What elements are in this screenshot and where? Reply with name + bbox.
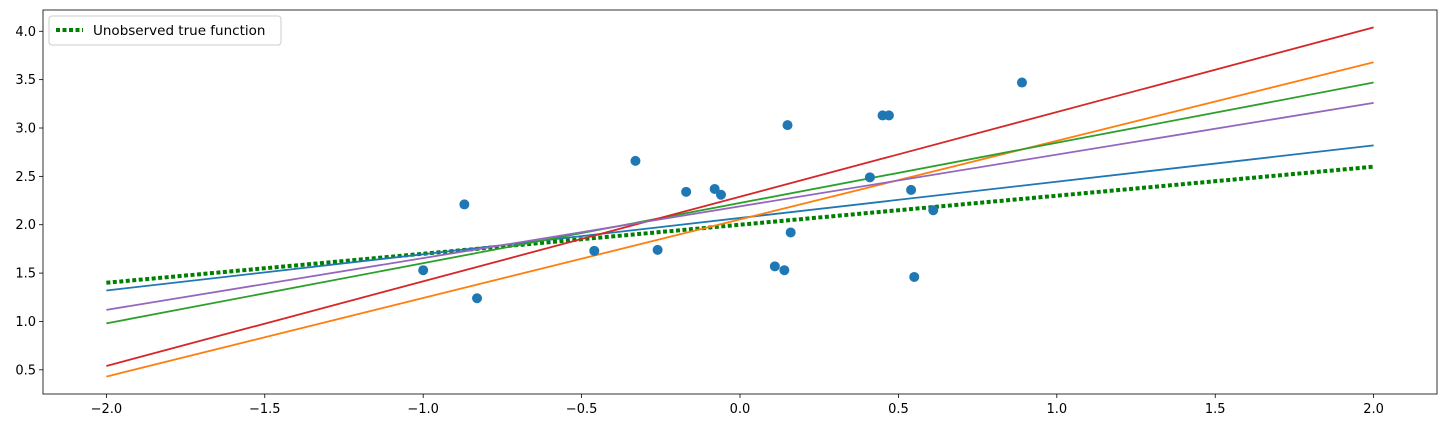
x-tick-label: 2.0: [1363, 402, 1384, 417]
points-layer: [418, 77, 1027, 304]
scatter-point: [769, 261, 780, 272]
scatter-point: [785, 227, 796, 238]
y-tick-label: 3.5: [15, 73, 36, 88]
fitted-line-1: [106, 144, 1374, 292]
scatter-point: [630, 155, 641, 166]
scatter-point: [906, 184, 917, 195]
x-tick-label: 0.5: [888, 402, 909, 417]
scatter-point: [715, 189, 726, 200]
scatter-point: [709, 183, 720, 194]
y-tick-label: 1.5: [15, 267, 36, 282]
x-tick-label: 1.0: [1046, 402, 1067, 417]
scatter-point: [472, 293, 483, 304]
x-tick-label: −1.5: [249, 402, 281, 417]
y-tick-label: 2.5: [15, 170, 36, 185]
fitted-line-5: [106, 101, 1374, 311]
scatter-point: [782, 120, 793, 131]
scatter-point: [928, 205, 939, 216]
y-tick-label: 2.0: [15, 218, 36, 233]
fitted-line-4: [106, 26, 1374, 367]
legend-box: [48, 15, 282, 46]
true-function-line: [106, 164, 1374, 285]
scatter-point: [681, 186, 692, 197]
scatter-point: [909, 271, 920, 282]
y-tick-label: 0.5: [15, 363, 36, 378]
x-tick-label: −2.0: [91, 402, 123, 417]
scatter-point: [779, 265, 790, 276]
legend-label-true-function: Unobserved true function: [93, 23, 265, 39]
scatter-point: [883, 110, 894, 121]
lines-layer: [106, 26, 1374, 378]
scatter-point: [589, 245, 600, 256]
y-tick-label: 3.0: [15, 122, 36, 137]
legend: Unobserved true function: [48, 15, 282, 46]
scatter-point: [652, 244, 663, 255]
fitted-line-3: [106, 81, 1374, 325]
ticks-layer: −2.0 −1.5 −1.0 −0.5 0.0 0.5 1.0 1.5 2.0 0.5 1.0 1.5…: [15, 25, 1384, 417]
x-tick-label: 1.5: [1205, 402, 1226, 417]
y-tick-label: 1.0: [15, 315, 36, 330]
x-tick-label: −1.0: [407, 402, 439, 417]
scatter-point: [1016, 77, 1027, 88]
scatter-point: [864, 172, 875, 183]
x-tick-label: 0.0: [730, 402, 751, 417]
scatter-point: [459, 199, 470, 210]
x-tick-label: −0.5: [566, 402, 598, 417]
scatter-point: [418, 265, 429, 276]
y-tick-label: 4.0: [15, 25, 36, 40]
fitted-line-2: [106, 61, 1374, 378]
